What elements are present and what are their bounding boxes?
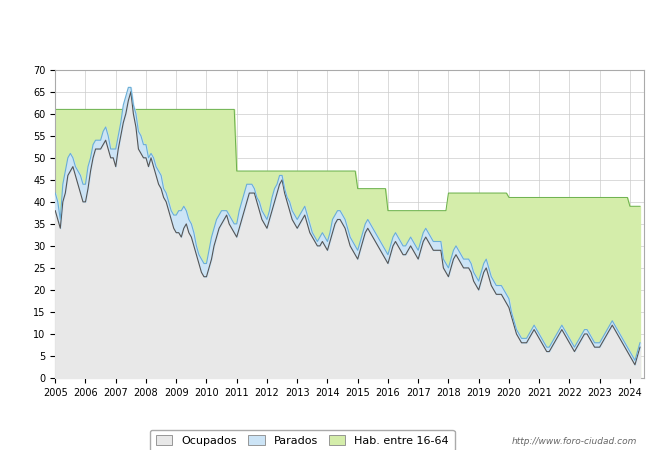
Legend: Ocupados, Parados, Hab. entre 16-64: Ocupados, Parados, Hab. entre 16-64 [150,430,454,450]
Text: Zarapicos - Evolucion de la poblacion en edad de Trabajar Mayo de 2024: Zarapicos - Evolucion de la poblacion en… [71,12,579,25]
Text: http://www.foro-ciudad.com: http://www.foro-ciudad.com [512,436,637,446]
